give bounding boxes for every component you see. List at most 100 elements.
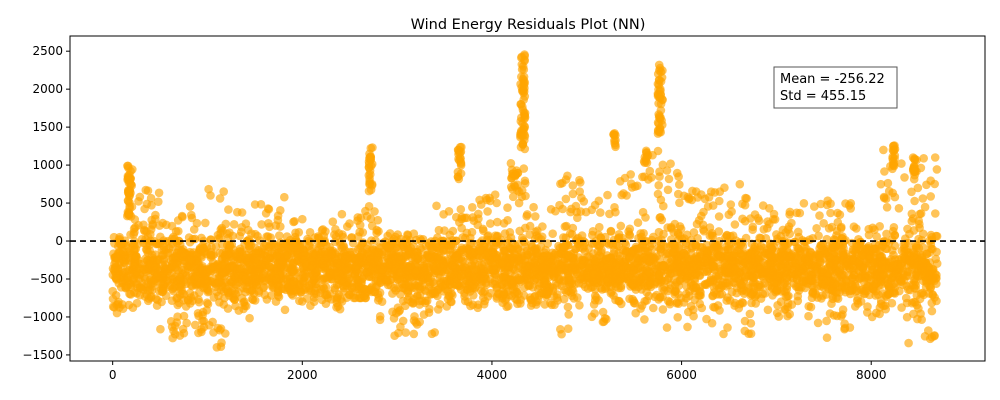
- scatter-point: [141, 254, 151, 263]
- scatter-point: [439, 210, 448, 219]
- scatter-point: [864, 271, 874, 280]
- scatter-point: [485, 196, 495, 206]
- scatter-point: [742, 194, 751, 203]
- scatter-point: [691, 241, 701, 250]
- scatter-point: [394, 328, 403, 338]
- scatter-point: [567, 204, 576, 214]
- scatter-point: [548, 229, 557, 238]
- scatter-point: [654, 181, 663, 190]
- scatter-point: [724, 251, 733, 261]
- scatter-point: [486, 288, 495, 298]
- scatter-point: [154, 188, 164, 198]
- scatter-point: [365, 179, 375, 188]
- scatter-point: [143, 186, 153, 195]
- scatter-point: [487, 258, 496, 268]
- scatter-point: [603, 190, 612, 200]
- scatter-point: [669, 247, 679, 257]
- scatter-point: [611, 207, 620, 217]
- scatter-point: [353, 216, 362, 225]
- scatter-point: [228, 231, 237, 241]
- scatter-point: [537, 232, 547, 242]
- scatter-point: [280, 305, 290, 315]
- scatter-point: [375, 288, 385, 298]
- scatter-point: [925, 334, 935, 344]
- scatter-point: [376, 243, 385, 253]
- scatter-point: [748, 290, 757, 300]
- scatter-point: [325, 289, 335, 299]
- scatter-point: [655, 213, 665, 222]
- scatter-point: [403, 251, 413, 260]
- scatter-point: [333, 259, 343, 268]
- scatter-point: [903, 224, 912, 234]
- scatter-point: [641, 154, 651, 163]
- scatter-point: [721, 272, 730, 282]
- scatter-point: [265, 222, 274, 232]
- scatter-point: [577, 231, 587, 240]
- scatter-point: [459, 262, 469, 271]
- scatter-point: [358, 247, 367, 257]
- scatter-point: [164, 244, 174, 253]
- scatter-point: [863, 308, 872, 317]
- scatter-point: [849, 270, 859, 280]
- scatter-point: [454, 174, 464, 184]
- scatter-point: [840, 323, 850, 333]
- scatter-point: [700, 194, 710, 204]
- scatter-point: [822, 333, 832, 343]
- scatter-point: [900, 173, 909, 182]
- scatter-point: [496, 272, 506, 282]
- scatter-point: [568, 181, 578, 190]
- scatter-point: [318, 274, 328, 284]
- scatter-point: [181, 302, 191, 311]
- scatter-point: [788, 249, 798, 258]
- scatter-point: [921, 282, 931, 292]
- scatter-point: [546, 258, 556, 268]
- scatter-point: [147, 215, 156, 225]
- scatter-point: [526, 295, 535, 305]
- scatter-point: [932, 165, 942, 174]
- scatter-point: [656, 127, 665, 137]
- scatter-point: [655, 172, 664, 181]
- scatter-point: [529, 202, 538, 212]
- scatter-point: [231, 249, 241, 258]
- scatter-point: [683, 322, 692, 332]
- scatter-point: [303, 234, 312, 244]
- scatter-point: [539, 289, 548, 299]
- scatter-point: [217, 338, 226, 348]
- scatter-point: [415, 290, 425, 300]
- scatter-point: [484, 265, 494, 275]
- scatter-point: [883, 178, 893, 188]
- scatter-point: [689, 311, 698, 321]
- scatter-point: [325, 242, 335, 252]
- scatter-point: [918, 229, 928, 239]
- scatter-point: [506, 182, 516, 192]
- scatter-point: [460, 296, 470, 306]
- scatter-point: [469, 274, 479, 284]
- scatter-point: [855, 238, 865, 248]
- scatter-point: [520, 51, 529, 61]
- scatter-point: [776, 231, 785, 241]
- scatter-point: [348, 238, 358, 248]
- scatter-point: [188, 250, 198, 260]
- scatter-point: [221, 219, 231, 229]
- scatter-point: [411, 267, 420, 277]
- scatter-point: [536, 242, 546, 251]
- scatter-point: [374, 227, 383, 236]
- scatter-point: [932, 247, 941, 257]
- scatter-point: [532, 248, 542, 257]
- scatter-point: [457, 142, 466, 152]
- scatter-point: [366, 153, 376, 162]
- scatter-point: [158, 287, 168, 297]
- scatter-point: [377, 297, 387, 307]
- scatter-point: [720, 183, 729, 192]
- scatter-point: [213, 323, 223, 333]
- scatter-point: [612, 240, 621, 250]
- scatter-point: [772, 308, 782, 318]
- scatter-point: [433, 305, 443, 314]
- scatter-point: [880, 167, 889, 176]
- scatter-point: [918, 194, 928, 203]
- scatter-point: [448, 261, 457, 271]
- scatter-point: [405, 274, 415, 283]
- scatter-point: [523, 210, 532, 219]
- scatter-point: [793, 291, 803, 301]
- scatter-point: [927, 306, 937, 316]
